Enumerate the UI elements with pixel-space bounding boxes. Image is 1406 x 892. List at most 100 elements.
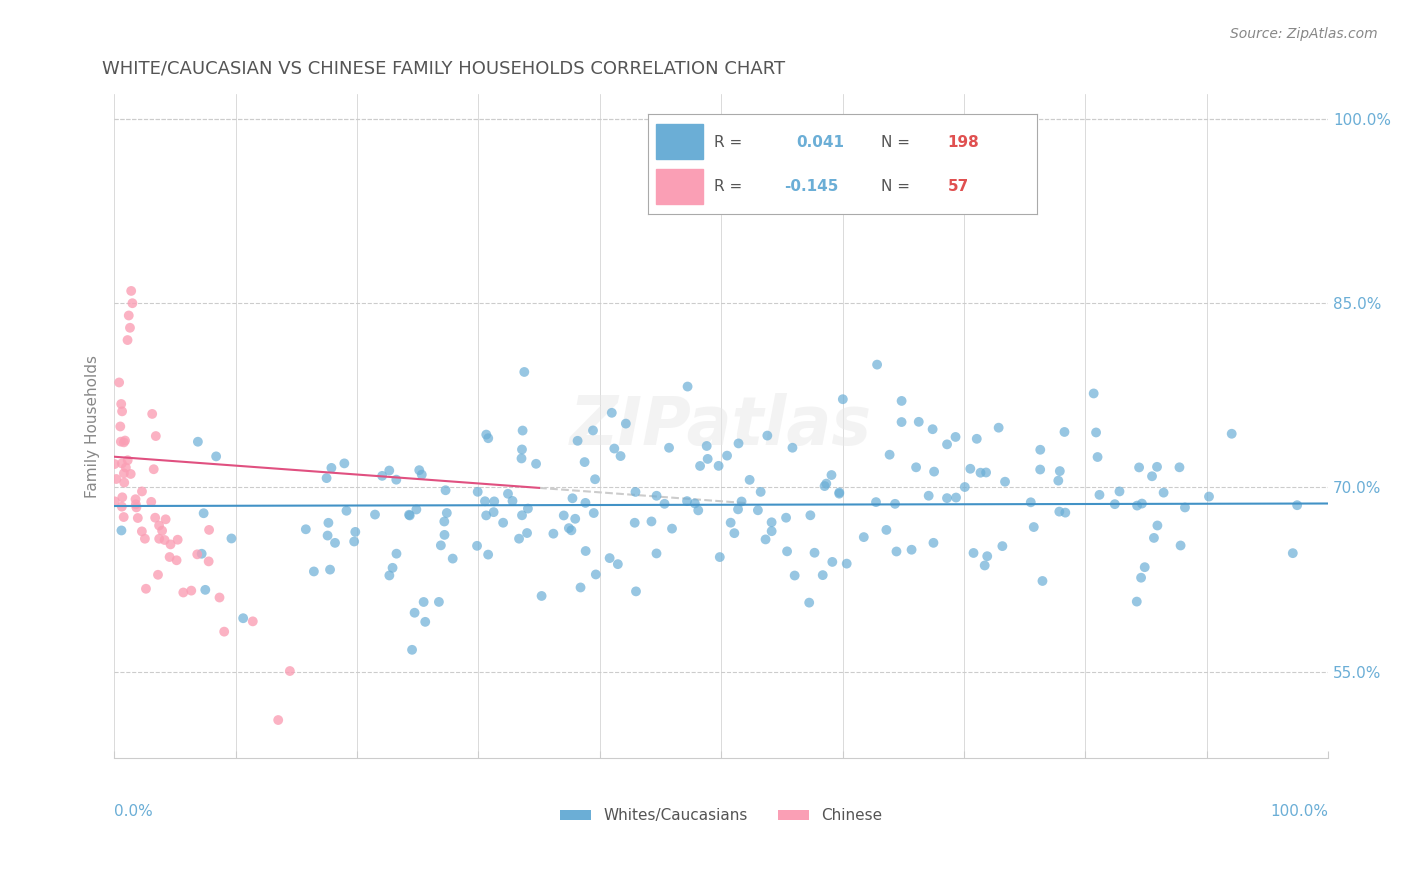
Point — [208, 591, 231, 605]
Point — [512, 424, 534, 438]
Point — [640, 515, 662, 529]
Point — [994, 475, 1017, 489]
Point — [408, 463, 430, 477]
Point — [111, 491, 134, 505]
Point — [828, 485, 851, 500]
Point — [987, 420, 1010, 434]
Point — [111, 457, 134, 471]
Point — [150, 524, 173, 538]
Point — [1130, 571, 1153, 585]
Point — [118, 320, 141, 334]
Point — [378, 464, 401, 478]
Point — [966, 432, 988, 446]
Point — [143, 510, 166, 524]
Point — [108, 376, 131, 390]
Point — [172, 585, 194, 599]
Point — [496, 487, 519, 501]
Point — [974, 466, 997, 480]
Point — [120, 284, 142, 298]
Point — [953, 480, 976, 494]
Point — [603, 442, 626, 456]
Point — [127, 511, 149, 525]
Point — [775, 510, 797, 524]
Point — [799, 596, 821, 610]
Point — [1029, 442, 1052, 457]
Point — [467, 484, 489, 499]
Point — [727, 502, 749, 516]
Point — [477, 548, 499, 562]
Point — [343, 534, 366, 549]
Point — [434, 483, 457, 498]
Point — [112, 475, 135, 490]
Point — [1133, 560, 1156, 574]
Point — [709, 550, 731, 565]
Point — [142, 462, 165, 476]
Point — [146, 567, 169, 582]
Point — [441, 551, 464, 566]
Point — [333, 456, 356, 470]
Point — [492, 516, 515, 530]
Point — [716, 449, 738, 463]
Point — [198, 523, 221, 537]
Point — [900, 542, 922, 557]
Point — [811, 568, 834, 582]
Point — [318, 516, 340, 530]
Point — [575, 544, 598, 558]
Point — [1047, 505, 1070, 519]
Point — [510, 451, 533, 466]
Point — [683, 496, 706, 510]
Point — [104, 494, 127, 508]
Point — [583, 472, 606, 486]
Point — [723, 526, 745, 541]
Point — [530, 589, 553, 603]
Point — [799, 508, 821, 523]
Point — [242, 615, 264, 629]
Point — [112, 435, 135, 450]
Point — [1049, 464, 1071, 478]
Point — [783, 568, 806, 582]
Point — [558, 521, 581, 535]
Point — [1220, 426, 1243, 441]
Text: Source: ZipAtlas.com: Source: ZipAtlas.com — [1230, 27, 1378, 41]
Point — [295, 522, 318, 536]
Point — [696, 439, 718, 453]
Point — [371, 468, 394, 483]
Point — [141, 495, 163, 509]
Point — [689, 458, 711, 473]
Point — [1286, 498, 1309, 512]
Point — [124, 492, 146, 507]
Point — [323, 536, 346, 550]
Point — [1153, 485, 1175, 500]
Point — [782, 441, 804, 455]
Point — [433, 528, 456, 542]
Point — [232, 611, 254, 625]
Point — [852, 530, 875, 544]
Point — [720, 516, 742, 530]
Point — [278, 664, 301, 678]
Point — [1146, 459, 1168, 474]
Point — [117, 453, 139, 467]
Point — [187, 434, 209, 449]
Point — [110, 434, 132, 449]
Point — [155, 512, 177, 526]
Point — [111, 500, 134, 514]
Point — [973, 558, 995, 573]
Point — [606, 557, 628, 571]
Point — [875, 523, 897, 537]
Point — [813, 479, 835, 493]
Point — [319, 563, 342, 577]
Point — [676, 379, 699, 393]
Point — [484, 494, 506, 508]
Point — [574, 496, 596, 510]
Point — [905, 460, 928, 475]
Point — [159, 549, 181, 564]
Point — [658, 441, 681, 455]
Point — [609, 449, 631, 463]
Point — [378, 568, 401, 582]
Point — [302, 565, 325, 579]
Point — [561, 491, 583, 506]
Point — [569, 581, 592, 595]
Point — [430, 538, 453, 552]
Point — [131, 484, 153, 499]
Point — [1108, 484, 1130, 499]
